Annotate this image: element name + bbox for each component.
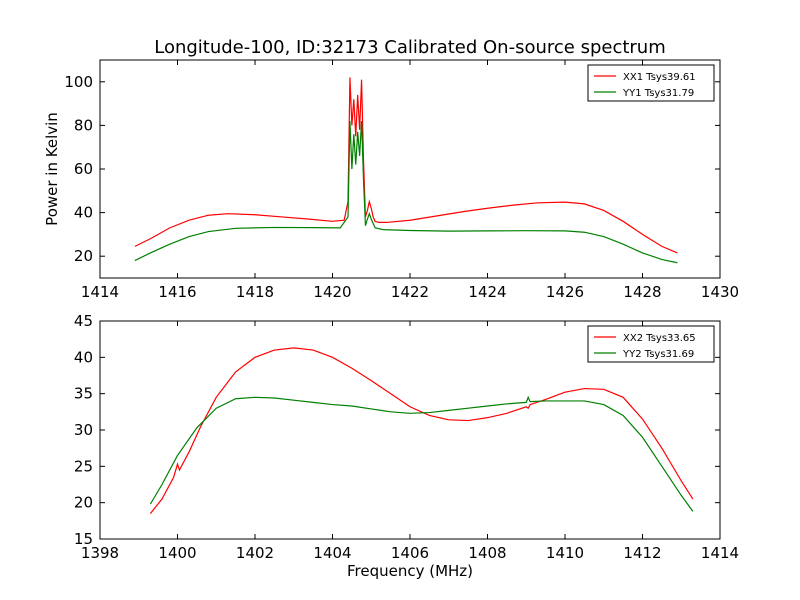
x-tick-label: 1406 [391, 544, 429, 562]
y-tick-label: 60 [74, 160, 93, 178]
x-tick-label: 1408 [468, 544, 506, 562]
x-tick-label: 1404 [313, 544, 351, 562]
y-tick-label: 20 [74, 247, 93, 265]
bottom-plot: 1398 1400 1402 1404 1406 1408 1410 1412 1414 15 20… [74, 312, 739, 580]
y-tick-label: 15 [74, 530, 93, 548]
x-tick-label: 1420 [313, 283, 351, 301]
legend: XX1 Tsys39.61 YY1 Tsys31.79 [587, 64, 715, 102]
legend: XX2 Tsys33.65 YY2 Tsys31.69 [587, 325, 715, 363]
y-tick-label: 45 [74, 312, 93, 330]
legend-label-1: XX2 Tsys33.65 [623, 333, 696, 344]
x-tick-label: 1400 [158, 544, 196, 562]
series-line-2 [134, 121, 678, 264]
y-tick-label: 25 [74, 457, 93, 475]
y-tick-label: 30 [74, 421, 93, 439]
x-tick-label: 1418 [236, 283, 274, 301]
chart-title: Longitude-100, ID:32173 Calibrated On-so… [154, 37, 666, 58]
legend-label-1: XX1 Tsys39.61 [623, 72, 696, 83]
x-tick-label: 1410 [546, 544, 584, 562]
y-axis-label: Power in Kelvin [43, 112, 61, 226]
y-tick-label: 80 [74, 116, 93, 134]
series-line-1 [149, 347, 694, 514]
y-tick-label: 35 [74, 385, 93, 403]
y-tick-label: 20 [74, 494, 93, 512]
x-tick-label: 1422 [391, 283, 429, 301]
y-tick-label: 40 [74, 204, 93, 222]
legend-box [587, 325, 715, 363]
x-axis-label: Frequency (MHz) [347, 562, 473, 580]
legend-label-2: YY1 Tsys31.79 [622, 88, 694, 99]
legend-box [587, 64, 715, 102]
top-plot: 1414 1416 1418 1420 1422 1424 1426 1428 1430 20 40… [43, 59, 739, 301]
x-tick-label: 1402 [236, 544, 274, 562]
y-tick-label: 40 [74, 348, 93, 366]
x-tick-label: 1426 [546, 283, 584, 301]
x-tick-label: 1424 [468, 283, 506, 301]
x-tick-label: 1414 [701, 544, 739, 562]
x-tick-label: 1430 [701, 283, 739, 301]
x-tick-label: 1412 [623, 544, 661, 562]
y-tick-label: 100 [64, 73, 93, 91]
x-tick-label: 1428 [623, 283, 661, 301]
legend-label-2: YY2 Tsys31.69 [622, 349, 694, 360]
x-tick-label: 1398 [81, 544, 119, 562]
x-tick-label: 1416 [158, 283, 196, 301]
x-tick-label: 1414 [81, 283, 119, 301]
series-line-2 [149, 395, 694, 512]
